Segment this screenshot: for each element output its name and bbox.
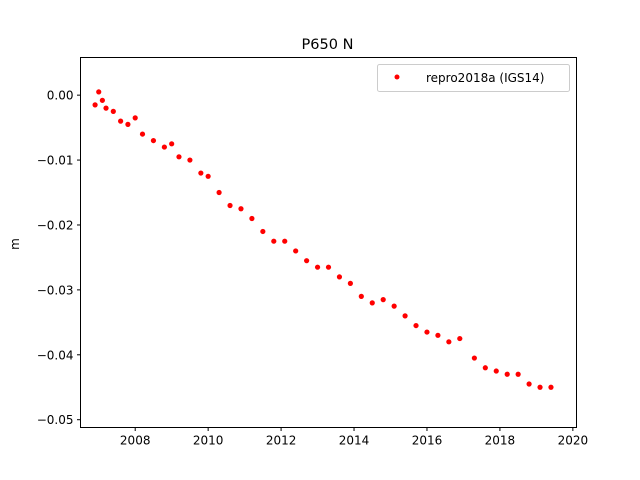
data-point [446,339,452,345]
y-tick-label: −0.04 [37,348,74,362]
x-tick-label: 2020 [558,434,589,448]
legend: repro2018a (IGS14) [377,64,570,92]
data-point [482,365,488,371]
data-point [169,141,175,147]
x-tick-label: 2008 [120,434,151,448]
plot-frame [80,57,577,428]
data-point [110,108,116,114]
data-point [504,371,510,377]
data-point [282,238,288,244]
data-point [515,371,521,377]
data-point [161,144,167,150]
data-point [548,384,554,390]
legend-label: repro2018a (IGS14) [426,71,544,85]
data-point [325,264,332,270]
data-point [380,297,386,303]
y-axis-label: m [8,238,22,250]
data-point [369,300,375,306]
data-point [457,335,463,342]
data-point [249,215,255,222]
data-point [347,280,353,286]
x-tick-label: 2010 [193,434,224,448]
y-tick-label: −0.05 [37,413,74,427]
data-point [227,202,233,209]
data-point [238,206,244,212]
data-point [103,105,109,111]
data-point [216,189,222,196]
data-point [402,313,408,319]
data-point [260,228,266,235]
data-point [358,293,364,299]
data-point [176,154,182,160]
data-point [526,381,532,387]
data-point [99,97,105,103]
y-axis-ticks: 0.00 −0.01 −0.02 −0.03 −0.04 −0.05 [37,89,81,427]
data-point [537,384,543,390]
x-axis-ticks: 2008 2010 2012 2014 2016 2018 2020 [120,427,589,448]
data-point [336,274,343,280]
data-point [293,248,299,254]
data-point [271,238,277,244]
data-point [96,89,102,95]
data-point [493,368,499,374]
data-point [314,264,321,270]
x-tick-label: 2012 [266,434,297,448]
data-point [304,258,310,264]
legend-box [377,64,570,92]
data-point [139,131,146,137]
data-point [118,118,124,124]
y-tick-label: −0.02 [37,218,74,232]
data-point [187,157,193,163]
legend-marker [394,74,400,80]
x-tick-label: 2016 [412,434,443,448]
data-point [150,137,157,144]
y-tick-label: −0.01 [37,154,74,168]
data-point [125,121,131,127]
data-point [198,170,204,176]
y-tick-label: 0.00 [47,89,74,103]
data-point [92,102,98,108]
data-point [205,173,211,179]
data-point [413,322,419,329]
data-point [391,303,397,309]
data-point [424,329,430,335]
y-tick-label: −0.03 [37,283,74,297]
data-point [471,355,477,361]
chart-title: P650 N [302,37,354,53]
data-points [92,89,554,390]
data-point [132,115,138,121]
x-tick-label: 2014 [339,434,370,448]
x-tick-label: 2018 [485,434,516,448]
data-point [435,332,441,338]
